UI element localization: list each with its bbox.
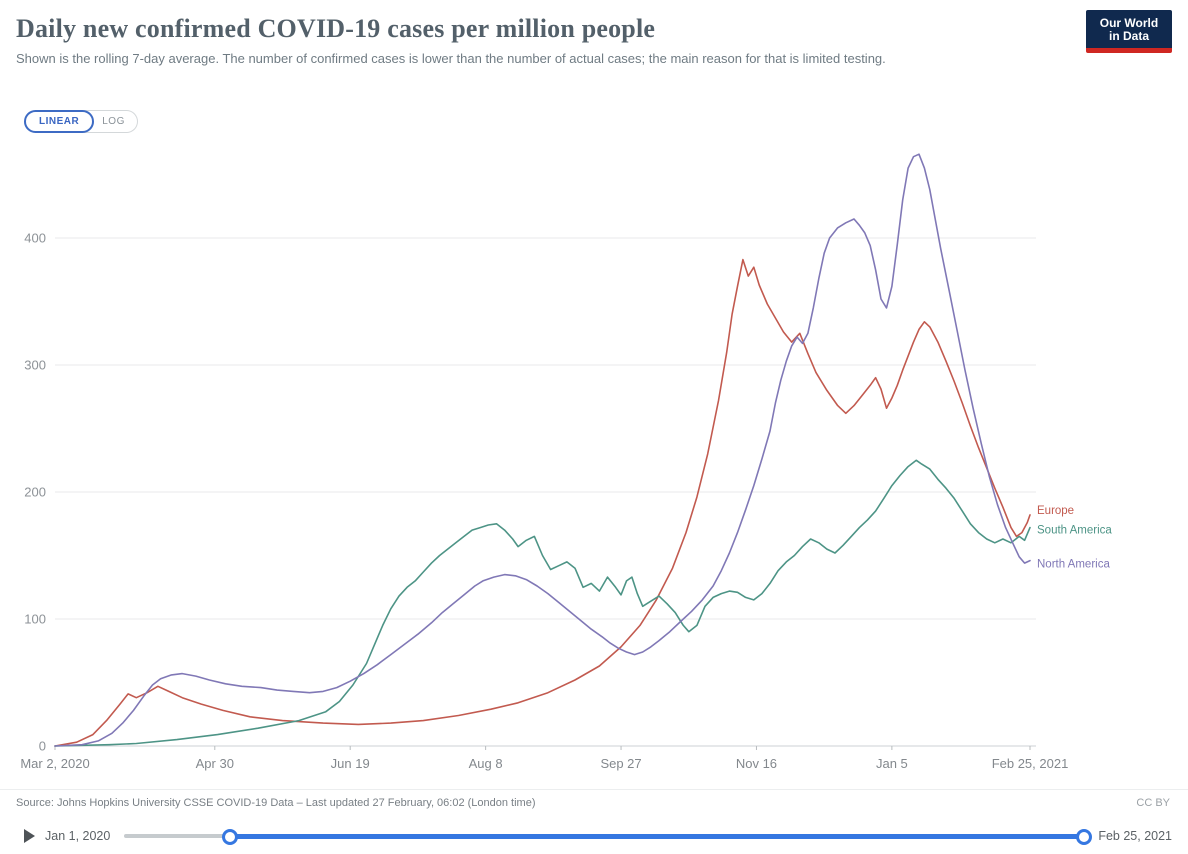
x-axis-tick-label: Nov 16 [736,756,777,771]
source-note: Source: Johns Hopkins University CSSE CO… [16,797,536,809]
footer-divider [0,789,1188,790]
x-axis-tick-label: Mar 2, 2020 [20,756,89,771]
chart-area: 0 100 200 300 400 Mar 2, 2020 Apr 30 Jun 19 Aug … [0,140,1188,790]
slider-track-active[interactable] [229,833,1085,839]
legend-label-south-america[interactable]: South America [1037,525,1112,537]
x-axis-tick-label: Aug 8 [469,756,503,771]
play-icon[interactable] [24,829,35,843]
y-axis-tick-label: 100 [24,612,46,627]
owid-logo-line1: Our World [1099,16,1159,30]
timeline-start-label: Jan 1, 2020 [45,829,111,843]
y-axis-tick-label: 0 [39,739,46,754]
legend-label-north-america[interactable]: North America [1037,559,1110,571]
slider-handle-start[interactable] [221,829,238,845]
series-line-south-america [54,459,1031,747]
scale-toggle: LINEAR LOG [24,110,138,133]
slider-handle-end[interactable] [1076,829,1093,845]
linear-scale-button[interactable]: LINEAR [24,110,95,133]
y-axis-tick-label: 300 [24,358,46,373]
x-axis-tick-label: Jun 19 [331,756,370,771]
x-axis-tick-label: Feb 25, 2021 [992,756,1069,771]
chart-subtitle: Shown is the rolling 7-day average. The … [16,51,886,66]
series-line-north-america [54,153,1031,747]
chart-title: Daily new confirmed COVID-19 cases per m… [16,14,656,43]
x-axis-tick-label: Sep 27 [600,756,641,771]
license-link[interactable]: CC BY [1136,797,1170,809]
slider-track-inactive[interactable] [124,834,230,838]
log-scale-button[interactable]: LOG [82,110,138,133]
legend-label-europe[interactable]: Europe [1037,505,1074,517]
y-axis-tick-label: 200 [24,485,46,500]
timeline-slider[interactable] [124,827,1093,845]
line-chart-svg: 0 100 200 300 400 Mar 2, 2020 Apr 30 Jun 19 Aug … [20,153,1112,771]
timeline-bar: Jan 1, 2020 Feb 25, 2021 [16,822,1172,850]
x-axis-tick-label: Jan 5 [876,756,908,771]
owid-logo[interactable]: Our World in Data [1086,10,1172,53]
x-axis-tick-label: Apr 30 [196,756,234,771]
owid-logo-line2: in Data [1108,29,1149,43]
y-axis-tick-label: 400 [24,231,46,246]
series-line-europe [54,258,1031,747]
timeline-end-label: Feb 25, 2021 [1098,829,1172,843]
